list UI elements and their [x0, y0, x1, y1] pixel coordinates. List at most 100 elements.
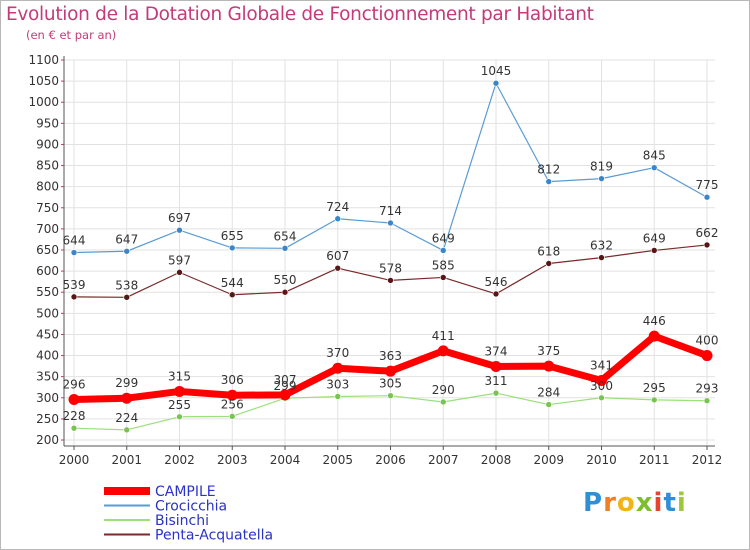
- data-point: [703, 241, 711, 249]
- data-label: 224: [115, 411, 138, 425]
- data-label: 295: [643, 381, 666, 395]
- data-label: 819: [590, 160, 613, 174]
- data-label: 585: [432, 258, 455, 272]
- x-tick-label: 2000: [59, 453, 90, 467]
- data-label: 647: [115, 232, 138, 246]
- data-label: 546: [485, 275, 508, 289]
- data-label: 375: [537, 344, 560, 358]
- data-label: 775: [696, 178, 719, 192]
- y-tick-label: 450: [36, 327, 59, 341]
- data-label: 374: [485, 345, 508, 359]
- data-label: 296: [63, 377, 86, 391]
- data-label: 256: [221, 397, 244, 411]
- data-label: 644: [63, 234, 86, 248]
- data-point: [545, 178, 553, 185]
- data-point: [70, 249, 78, 256]
- data-label: 662: [696, 226, 719, 240]
- x-tick-label: 2012: [692, 453, 723, 467]
- data-label: 315: [168, 369, 191, 383]
- data-label: 578: [379, 261, 402, 275]
- data-point: [490, 361, 502, 373]
- data-label: 363: [379, 349, 402, 363]
- y-tick-label: 800: [36, 180, 59, 194]
- proxiti-logo: Proxiti: [583, 488, 687, 518]
- data-point: [492, 389, 500, 397]
- y-tick-label: 700: [36, 222, 59, 236]
- data-point: [387, 277, 394, 284]
- x-tick-label: 2002: [164, 453, 195, 467]
- y-tick-label: 600: [36, 264, 59, 278]
- legend-label: Penta-Acquatella: [155, 528, 273, 544]
- data-point: [650, 164, 658, 171]
- y-tick-label: 400: [36, 349, 59, 363]
- data-label: 538: [115, 278, 138, 292]
- data-point: [387, 219, 394, 227]
- data-label: 255: [168, 398, 191, 412]
- y-tick-label: 350: [36, 370, 59, 384]
- data-point: [385, 365, 396, 377]
- series-lines: [68, 79, 713, 434]
- data-point: [492, 290, 500, 298]
- data-label: 299: [274, 379, 297, 393]
- data-point: [281, 245, 289, 252]
- data-point: [334, 215, 342, 223]
- data-label: 300: [590, 379, 613, 393]
- chart-title: Evolution de la Dotation Globale de Fonc…: [6, 4, 594, 25]
- grid-lines: [64, 59, 715, 446]
- data-label: 649: [643, 231, 666, 245]
- x-tick-label: 2010: [586, 453, 617, 467]
- data-point: [174, 385, 185, 397]
- data-point: [68, 393, 80, 405]
- data-labels: 539 538 597 544 550 607 578 585 546 618 632 649 662 2…: [63, 64, 719, 425]
- data-label: 632: [590, 239, 613, 253]
- data-point: [701, 350, 713, 362]
- data-point: [70, 424, 78, 432]
- y-tick-label: 250: [36, 412, 59, 426]
- x-tick-label: 2001: [111, 453, 142, 467]
- data-point: [703, 397, 711, 405]
- legend-label: Crocicchia: [155, 499, 227, 515]
- data-point: [439, 274, 447, 281]
- data-point: [598, 394, 605, 402]
- data-point: [703, 193, 711, 201]
- data-label: 400: [696, 334, 719, 348]
- data-label: 446: [643, 314, 666, 328]
- data-label: 306: [221, 373, 244, 387]
- data-point: [334, 393, 342, 400]
- data-label: 544: [221, 276, 244, 290]
- y-tick-label: 200: [36, 433, 59, 447]
- y-tick-label: 650: [36, 243, 59, 257]
- data-label: 655: [221, 229, 244, 243]
- data-label: 654: [274, 229, 297, 243]
- data-point: [334, 264, 342, 272]
- chart-subtitle: (en € et par an): [26, 28, 117, 42]
- data-point: [70, 293, 78, 301]
- data-label: 697: [168, 211, 191, 225]
- data-label: 550: [274, 273, 297, 287]
- data-point: [121, 392, 133, 404]
- x-tick-label: 2006: [375, 453, 406, 467]
- data-point: [123, 247, 131, 255]
- data-point: [492, 79, 500, 87]
- data-label: 303: [326, 378, 349, 392]
- data-label: 411: [432, 329, 455, 343]
- data-label: 649: [432, 231, 455, 245]
- legend: CAMPILECrocicchiaBisinchiPenta-Acquatell…: [104, 484, 273, 544]
- y-tick-label: 1100: [28, 53, 59, 67]
- data-point: [123, 426, 131, 434]
- data-point: [648, 330, 660, 342]
- data-point: [543, 360, 555, 372]
- data-point: [650, 247, 658, 254]
- data-point: [226, 389, 238, 401]
- data-label: 228: [63, 409, 86, 423]
- data-point: [228, 244, 236, 252]
- data-point: [176, 413, 183, 421]
- data-label: 812: [537, 163, 560, 177]
- data-label: 607: [326, 249, 349, 263]
- x-tick-label: 2005: [322, 453, 353, 467]
- data-point: [228, 291, 236, 299]
- data-label: 299: [115, 376, 138, 390]
- y-tick-label: 1050: [28, 74, 59, 88]
